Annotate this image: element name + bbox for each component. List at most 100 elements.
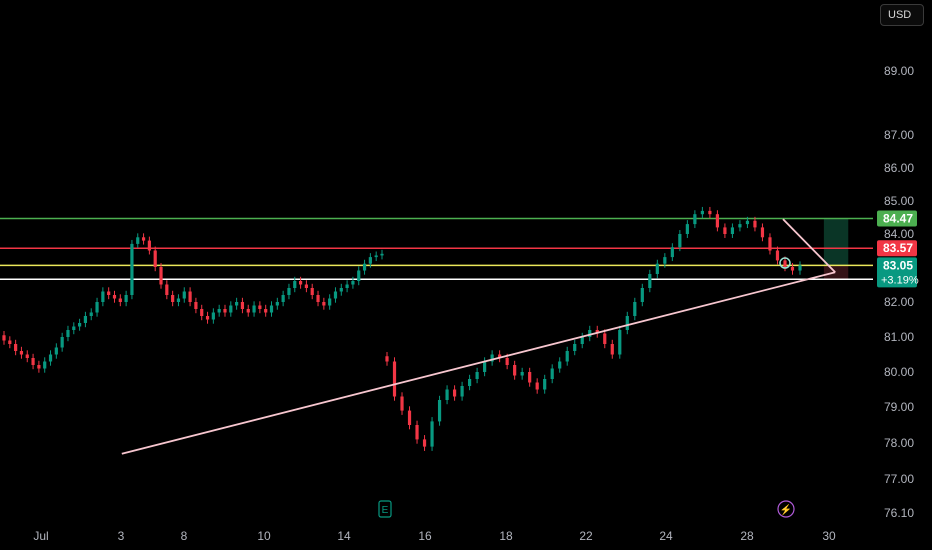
candle-body [205, 316, 210, 320]
y-tick-label: 79.00 [884, 400, 914, 414]
candle-body [380, 253, 384, 256]
level-labels: 84.47 83.57 83.05 +3.19% [877, 210, 919, 288]
x-tick-label: 10 [257, 529, 271, 543]
candle-body [648, 274, 652, 288]
candle-body [768, 237, 772, 251]
candle-body [790, 267, 795, 271]
candle-body [31, 358, 35, 365]
candle-body [176, 298, 181, 302]
candle-body [715, 214, 719, 228]
horizontal-levels [0, 217, 873, 280]
candle-body [165, 284, 169, 295]
y-tick-label: 78.00 [884, 436, 914, 450]
candle-body [760, 227, 765, 238]
candle-body [550, 368, 554, 379]
x-tick-label: 28 [740, 529, 754, 543]
candle-body [452, 389, 457, 397]
y-tick-label: 82.00 [884, 295, 914, 309]
candle-body [693, 214, 697, 225]
candle-body [8, 340, 12, 344]
candle-body [217, 309, 221, 313]
candle-body [490, 354, 494, 362]
candles [2, 206, 802, 451]
candle-body [685, 224, 689, 234]
candle-body [357, 270, 361, 281]
candle-body [153, 250, 157, 267]
candle-body [351, 281, 355, 285]
candle-body [678, 234, 682, 248]
candle-body [625, 316, 629, 330]
candle-body [229, 305, 233, 313]
candle-body [498, 354, 502, 358]
x-tick-label: 8 [181, 529, 188, 543]
x-tick-label: 30 [822, 529, 836, 543]
x-tick-label: 16 [418, 529, 432, 543]
candle-body [19, 351, 24, 355]
candle-body [252, 305, 256, 313]
x-tick-label: 3 [118, 529, 125, 543]
candle-body [275, 302, 279, 306]
candle-body [48, 354, 53, 362]
x-tick-label: 24 [659, 529, 673, 543]
x-tick-label: 18 [499, 529, 513, 543]
candle-body [745, 220, 750, 225]
candle-body [246, 309, 250, 313]
candle-body [200, 309, 204, 316]
candle-body [235, 302, 239, 306]
candle-body [43, 361, 47, 369]
candle-body [2, 335, 6, 341]
candle-body [580, 337, 584, 344]
candle-body [264, 309, 268, 313]
candle-body [72, 326, 76, 330]
candle-body [565, 351, 569, 362]
candle-body [362, 263, 367, 271]
candle-body [483, 361, 487, 372]
candle-body [287, 288, 291, 295]
y-axis: 89.0087.0086.0085.0084.0083.0082.0081.00… [884, 64, 914, 520]
x-tick-label: 22 [579, 529, 593, 543]
candle-body [535, 382, 539, 390]
candle-body [54, 347, 58, 355]
candle-body [385, 356, 389, 362]
candle-body [223, 309, 227, 313]
y-tick-label: 81.00 [884, 330, 914, 344]
candle-body [130, 243, 134, 295]
candle-body [573, 344, 577, 351]
candle-body [368, 257, 372, 264]
candle-body [194, 302, 198, 309]
candle-body [783, 260, 787, 267]
candle-body [37, 365, 41, 369]
candle-body [460, 386, 464, 397]
alert-marker [779, 257, 791, 269]
candle-body [171, 295, 175, 302]
candle-body [258, 305, 262, 309]
candle-body [304, 284, 308, 288]
candle-body [392, 361, 397, 397]
candle-body [78, 323, 82, 327]
candle-body [83, 316, 88, 323]
candle-body [339, 288, 343, 292]
candle-body [520, 372, 524, 376]
candle-body [182, 291, 186, 299]
candle-body [211, 312, 215, 320]
candle-body [505, 358, 509, 365]
candle-body [118, 298, 122, 302]
candle-body [95, 302, 99, 313]
candle-body [603, 333, 607, 344]
candle-body [753, 220, 757, 228]
candle-body [124, 295, 128, 302]
candle-body [670, 247, 674, 258]
candle-body [528, 372, 532, 383]
candle-body [293, 281, 297, 288]
candle-body [618, 330, 622, 355]
candle-body [269, 305, 274, 313]
candle-body [558, 361, 562, 369]
candle-body [468, 379, 472, 386]
currency-selector[interactable]: USD [880, 4, 924, 26]
candle-body [136, 237, 140, 244]
candle-body [60, 337, 64, 348]
candle-body [430, 421, 434, 447]
earnings-marker [378, 500, 392, 518]
candle-body [25, 354, 29, 358]
